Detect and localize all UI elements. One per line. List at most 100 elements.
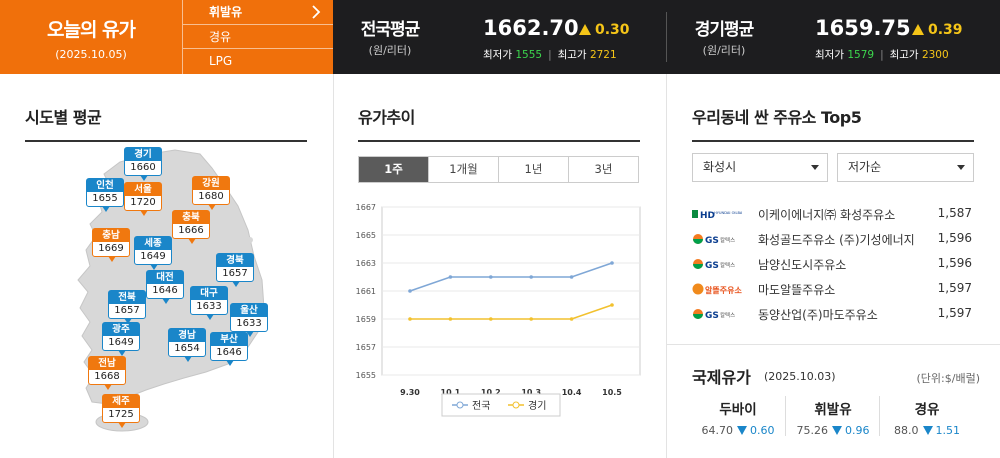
tab-1-year[interactable]: 1년 [498,157,568,182]
intl-price-change: 0.96 [832,424,870,437]
region-price: 1655 [92,193,118,204]
today-title: 오늘의 유가 [46,19,136,41]
legend-marker [456,401,464,409]
region-pin-14[interactable]: 부산 1646 [210,332,248,366]
today-date: (2025.10.05) [55,48,127,61]
series-line-0 [409,262,613,292]
region-pin-8[interactable]: 경북 1657 [216,253,254,287]
y-tick-label: 1665 [356,231,376,240]
fuel-tab-lpg[interactable]: LPG [182,49,333,74]
station-name[interactable]: 화성골드주유소 (주)기성에너지 [758,233,915,247]
region-name: 대전 [147,271,183,284]
region-name: 세종 [135,237,171,250]
column-divider [666,74,667,458]
station-price: 1,596 [937,256,972,270]
intl-price-name: 휘발유 [814,402,852,418]
station-name[interactable]: 이케이에너지㈜ 화성주유소 [758,208,896,222]
region-name: 부산 [211,333,247,346]
national-min-label: 최저가 [483,49,512,61]
intl-price-value: 64.70 0.60 [701,424,775,437]
region-price: 1660 [130,162,156,173]
station-row[interactable]: 알뜰주유소 마도알뜰주유소 1,597 [692,277,976,302]
region-pin-4[interactable]: 충북 1666 [172,210,210,244]
x-tick-label: 10.1 [441,388,461,397]
region-price: 1668 [94,371,120,382]
legend-box [441,393,561,417]
station-price: 1,587 [937,206,972,220]
data-point [569,317,574,321]
station-row[interactable]: GS 칼텍스 동양산업(주)마도주유소 1,597 [692,302,976,327]
today-price-header: 오늘의 유가 (2025.10.05) [0,0,182,74]
region-pin-16[interactable]: 제주 1725 [102,394,140,428]
gyeonggi-change-value: 0.39 [928,22,963,38]
regions-title: 시도별 평균 [25,104,307,142]
region-price: 1720 [130,197,156,208]
region-select[interactable]: 화성시 [692,153,828,182]
station-name[interactable]: 마도알뜰주유소 [758,283,836,297]
region-pin-12[interactable]: 광주 1649 [102,322,140,356]
data-point [448,275,453,279]
region-pin-5[interactable]: 충남 1669 [92,228,130,262]
svg-text:HD: HD [700,211,715,221]
station-name[interactable]: 동양산업(주)마도주유소 [758,308,878,322]
gyeonggi-max: 2300 [921,49,949,61]
region-pin-10[interactable]: 대구 1633 [190,286,228,320]
region-pin-1[interactable]: 인천 1655 [86,178,124,212]
fuel-tab-diesel[interactable]: 경유 [182,24,333,50]
tab-3-year[interactable]: 3년 [568,157,638,182]
region-pin-13[interactable]: 경남 1654 [168,328,206,362]
intl-oil-date: (2025.10.03) [764,370,836,383]
region-name: 인천 [87,179,123,192]
fuel-tab-gasoline[interactable]: 휘발유 [182,0,333,25]
region-pin-11[interactable]: 울산 1633 [230,303,268,337]
gyeonggi-price: 1659.75 [815,16,911,40]
fuel-tab-gasoline-label: 휘발유 [209,5,243,19]
gyeonggi-change: 0.39 [912,22,963,38]
station-row[interactable]: GS 칼텍스 남양신도시주유소 1,596 [692,252,976,277]
region-name: 서울 [125,183,161,196]
station-row[interactable]: GS 칼텍스 화성골드주유소 (주)기성에너지 1,596 [692,227,976,252]
region-name: 전남 [89,357,125,370]
y-tick-label: 1657 [356,343,376,352]
region-pin-15[interactable]: 전남 1668 [88,356,126,390]
region-price: 1649 [108,337,134,348]
region-pin-3[interactable]: 강원 1680 [192,176,230,210]
svg-text:칼텍스: 칼텍스 [720,311,735,319]
data-point [610,261,614,265]
region-price: 1649 [140,251,166,262]
svg-text:HYUNDAI OILBANK: HYUNDAI OILBANK [714,211,742,215]
intl-price-change: 1.51 [922,424,960,437]
fuel-tab-lpg-label: LPG [209,54,233,69]
region-pin-2[interactable]: 서울 1720 [124,182,162,216]
national-price: 1662.70 [483,16,579,40]
data-point [529,275,533,279]
national-unit: (원/리터) [368,44,412,57]
region-price: 1646 [152,285,178,296]
cheap-stations-title: 우리동네 싼 주유소 Top5 [692,104,974,142]
region-price: 1633 [236,318,262,329]
region-name: 경북 [217,254,253,267]
y-tick-label: 1663 [356,259,376,268]
sort-select[interactable]: 저가순 [837,153,974,182]
region-pin-9[interactable]: 전북 1657 [108,290,146,324]
gyeonggi-max-label: 최고가 [889,49,919,61]
gyeonggi-min-max: 최저가 1579 | 최고가 2300 [815,49,949,61]
x-tick-label: 10.3 [521,388,541,397]
region-select-value: 화성시 [703,160,737,174]
national-change-value: 0.30 [595,22,630,38]
svg-text:칼텍스: 칼텍스 [720,261,735,269]
region-pin-6[interactable]: 세종 1649 [134,236,172,270]
tab-1-month[interactable]: 1개월 [428,157,498,182]
station-price: 1,597 [937,306,972,320]
tab-1-week[interactable]: 1주 [359,157,428,182]
region-map: 경기 1660 인천 1655 서울 1720 강원 1680 충북 1666 충남 1669 세종 16… [0,140,330,458]
y-tick-label: 1661 [356,287,376,296]
national-label: 전국평균 [360,20,421,40]
region-name: 전북 [109,291,145,304]
station-name[interactable]: 남양신도시주유소 [758,258,847,272]
y-tick-label: 1659 [356,315,376,324]
region-pin-0[interactable]: 경기 1660 [124,147,162,181]
region-pin-7[interactable]: 대전 1646 [146,270,184,304]
data-point [489,275,493,279]
